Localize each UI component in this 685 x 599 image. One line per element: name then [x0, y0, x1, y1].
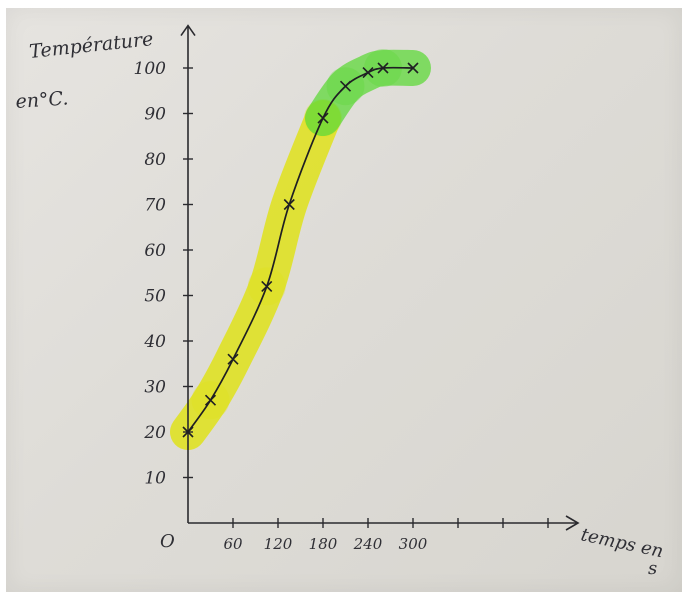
- data-point-marker: [283, 198, 295, 211]
- tick-layer: 10 20 30 40 50 60 70 80 90 100 60 120 180 240 300: [134, 59, 428, 553]
- axes: [180, 24, 580, 531]
- x-axis-label-line-1: temps en: [579, 524, 665, 562]
- y-tick-label: 40: [143, 332, 166, 352]
- origin-label: O: [160, 531, 175, 552]
- curve-layer: [182, 62, 419, 438]
- y-tick-label: 90: [144, 105, 166, 125]
- x-tick-label: 60: [223, 535, 243, 553]
- x-tick-label: 300: [399, 535, 428, 553]
- y-tick-label: 50: [144, 287, 166, 307]
- x-tick-label: 240: [353, 535, 383, 553]
- y-axis-label-line-1: Température: [28, 28, 154, 63]
- data-point-marker: [339, 80, 352, 92]
- data-point-marker: [204, 394, 217, 406]
- y-tick-label: 20: [143, 423, 166, 443]
- y-tick-label: 70: [144, 196, 166, 216]
- data-point-marker: [407, 62, 419, 74]
- data-point-marker: [227, 353, 239, 365]
- x-tick-label: 180: [309, 535, 338, 553]
- y-axis-label-line-2: en°C.: [15, 87, 69, 113]
- series-line: [187, 66, 414, 433]
- data-point-marker: [261, 280, 273, 292]
- y-tick-label: 30: [144, 378, 166, 398]
- highlighter-layer: [170, 49, 431, 450]
- y-tick-label: 80: [144, 150, 166, 170]
- x-axis-arrow: [565, 515, 580, 531]
- x-tick-label: 120: [264, 535, 293, 553]
- data-point-marker: [182, 426, 194, 438]
- x-axis-label-line-2: s: [648, 558, 657, 579]
- data-point-marker: [362, 66, 374, 79]
- data-point-marker: [377, 62, 389, 74]
- y-axis-arrow: [180, 24, 196, 37]
- x-unlabeled-ticks: [457, 518, 549, 528]
- data-point-marker: [317, 112, 329, 124]
- y-tick-label: 60: [144, 241, 166, 261]
- y-tick-label: 100: [134, 59, 167, 79]
- y-tick-label: 10: [144, 469, 166, 489]
